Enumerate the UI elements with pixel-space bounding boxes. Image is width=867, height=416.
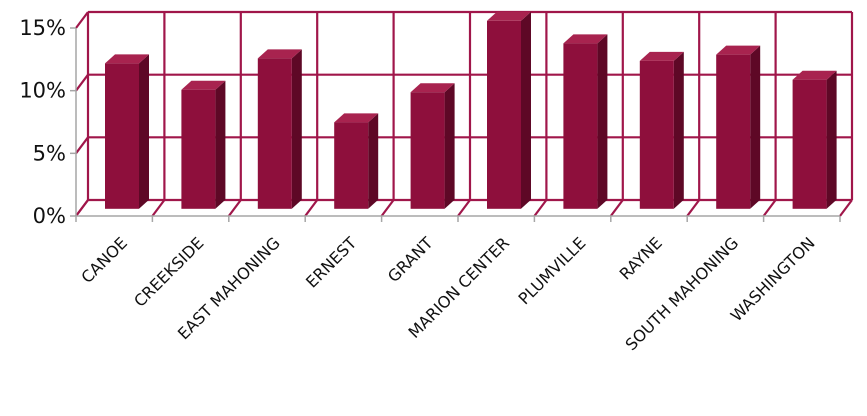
bar-side-face <box>291 49 302 209</box>
bar <box>792 70 837 209</box>
gridline-side <box>75 74 89 92</box>
bar-top-face <box>257 49 302 59</box>
gridline-floor <box>75 199 89 217</box>
gridline-floor <box>762 199 777 217</box>
bar-front-face <box>792 79 827 209</box>
bar <box>105 54 149 209</box>
bar-side-face <box>750 45 761 209</box>
bar-layer <box>105 11 837 209</box>
bar <box>334 113 379 209</box>
bar-front-face <box>716 54 751 209</box>
bar-side-face <box>139 54 149 209</box>
bar-front-face <box>563 43 598 209</box>
gridline-floor <box>304 199 319 217</box>
bar-top-face <box>334 113 379 123</box>
x-tick-label: RAYNE <box>616 233 666 283</box>
bar-front-face <box>334 122 369 209</box>
gridline-floor <box>686 199 701 217</box>
x-tick-label: CANOE <box>77 233 131 287</box>
y-tick-label: 5% <box>33 141 66 165</box>
gridline-floor <box>227 199 242 217</box>
y-tick-label: 15% <box>19 16 66 40</box>
bar-top-face <box>716 45 761 55</box>
bar <box>487 11 531 209</box>
x-tick-label: PLUMVILLE <box>515 233 590 308</box>
gridline-side <box>75 11 89 29</box>
bar-top-face <box>487 11 531 21</box>
bar-front-face <box>410 92 445 209</box>
bar-front-face <box>257 58 292 209</box>
bar <box>639 51 684 209</box>
x-tick-label: ERNEST <box>302 233 360 291</box>
gridline-floor <box>457 199 471 217</box>
bar-side-face <box>368 113 379 209</box>
bar-side-face <box>597 34 608 209</box>
gridline-floor <box>151 199 166 217</box>
axis-layer <box>70 27 841 222</box>
bar <box>257 49 302 209</box>
bar-front-face <box>487 20 521 209</box>
x-tick-label: GRANT <box>384 233 437 286</box>
bar <box>716 45 761 209</box>
bar-front-face <box>639 60 674 209</box>
bar <box>181 80 226 209</box>
bar-front-face <box>105 63 139 209</box>
gridline-floor <box>609 199 624 217</box>
bar-top-face <box>181 80 226 90</box>
gridline-side <box>75 136 89 154</box>
bar-front-face <box>181 89 216 209</box>
bar-side-face <box>826 70 837 209</box>
bar-top-face <box>410 83 455 93</box>
gridline-floor <box>839 199 853 217</box>
bar-side-face <box>673 51 684 209</box>
y-tick-label: 10% <box>19 79 66 103</box>
bar-top-face <box>105 54 149 64</box>
bar-top-face <box>792 70 837 80</box>
bar <box>563 34 608 209</box>
bar-side-face <box>444 83 455 209</box>
gridline-floor <box>380 199 395 217</box>
y-tick-label: 0% <box>33 204 66 228</box>
bar-top-face <box>563 34 608 44</box>
bar <box>410 83 455 209</box>
bar-side-face <box>521 11 531 209</box>
x-tick-label: CREEKSIDE <box>130 233 207 310</box>
bar-top-face <box>639 51 684 61</box>
gridline-floor <box>533 199 548 217</box>
bar-side-face <box>215 80 226 209</box>
